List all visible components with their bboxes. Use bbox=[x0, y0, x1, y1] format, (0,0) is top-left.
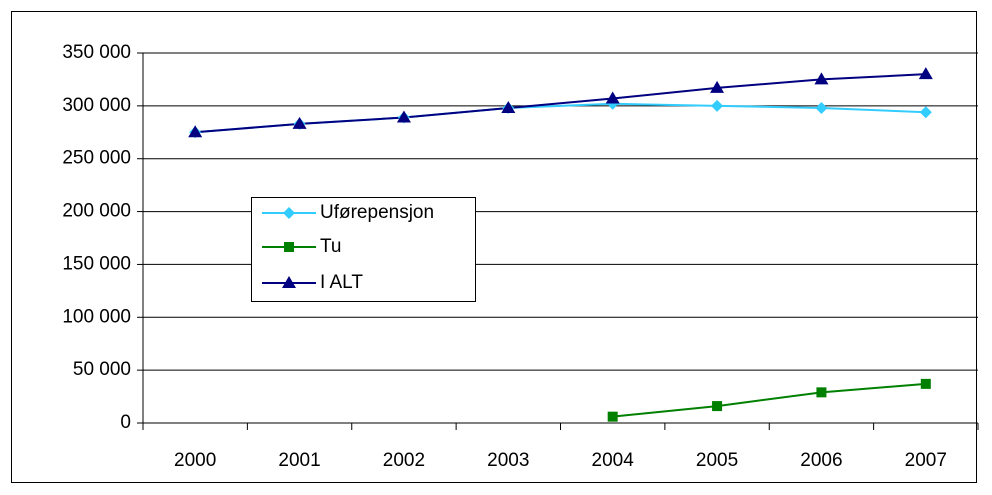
legend: Uførepensjon Tu I ALT bbox=[251, 197, 476, 302]
data-point bbox=[814, 72, 829, 85]
y-tick-label: 50 000 bbox=[73, 359, 131, 380]
legend-label: I ALT bbox=[320, 272, 363, 293]
x-tick-label: 2005 bbox=[696, 450, 738, 471]
data-point bbox=[501, 100, 516, 113]
data-point bbox=[919, 106, 932, 119]
y-tick-label: 250 000 bbox=[62, 148, 131, 169]
data-point bbox=[607, 411, 618, 422]
data-point bbox=[292, 116, 307, 129]
x-tick-label: 2000 bbox=[174, 450, 216, 471]
chart-border bbox=[11, 11, 977, 483]
data-point bbox=[816, 387, 827, 398]
y-tick-label: 150 000 bbox=[62, 253, 131, 274]
data-point bbox=[396, 110, 411, 123]
data-point bbox=[712, 401, 723, 412]
marker bbox=[284, 242, 294, 252]
series-line bbox=[612, 382, 926, 418]
data-point bbox=[918, 67, 933, 80]
x-tick-label: 2004 bbox=[592, 450, 635, 471]
data-point bbox=[920, 378, 931, 389]
data-point bbox=[188, 125, 203, 138]
x-tick-label: 2006 bbox=[800, 450, 842, 471]
data-point bbox=[605, 91, 620, 104]
marker bbox=[282, 276, 296, 288]
x-tick-label: 2001 bbox=[278, 450, 320, 471]
y-tick-label: 300 000 bbox=[62, 95, 131, 116]
data-point bbox=[710, 80, 725, 93]
y-tick-label: 350 000 bbox=[62, 42, 131, 63]
series-line bbox=[195, 73, 926, 134]
legend-label: Tu bbox=[320, 236, 341, 257]
x-tick-label: 2002 bbox=[383, 450, 425, 471]
legend-label: Uførepensjon bbox=[320, 202, 434, 223]
x-tick-label: 2003 bbox=[487, 450, 529, 471]
data-point bbox=[711, 99, 724, 112]
x-tick-label: 2007 bbox=[905, 450, 947, 471]
y-tick-label: 0 bbox=[120, 412, 131, 433]
marker bbox=[283, 207, 295, 219]
y-tick-label: 100 000 bbox=[62, 306, 131, 327]
data-point bbox=[815, 101, 828, 114]
y-tick-label: 200 000 bbox=[62, 201, 131, 222]
